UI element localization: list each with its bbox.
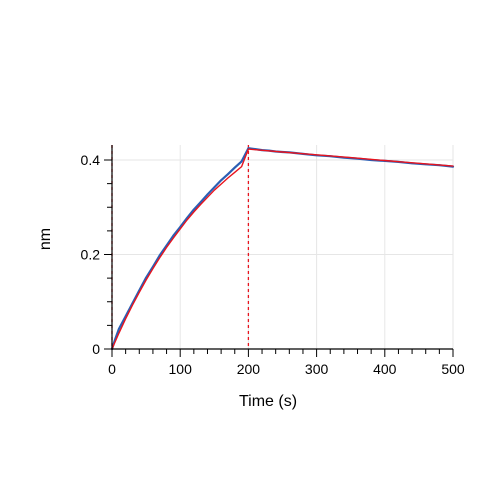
y-tick-label: 0 — [92, 341, 100, 357]
x-tick-label: 0 — [108, 361, 116, 377]
data-point — [172, 234, 175, 237]
data-point — [220, 179, 223, 182]
x-tick-label: 300 — [305, 361, 329, 377]
x-tick-label: 400 — [373, 361, 397, 377]
x-tick-label: 100 — [169, 361, 193, 377]
y-axis-label: nm — [37, 228, 54, 250]
measured-curve — [110, 147, 455, 351]
axis-labels: Time (s) nm — [37, 228, 297, 410]
grid-lines — [112, 145, 454, 349]
x-axis-label: Time (s) — [239, 393, 297, 410]
data-point — [117, 328, 120, 331]
x-tick-label: 200 — [237, 361, 261, 377]
x-tick-label: 500 — [441, 361, 465, 377]
data-point — [192, 208, 195, 211]
data-point — [206, 193, 209, 196]
data-point — [199, 201, 202, 203]
data-point — [240, 160, 243, 163]
y-tick-label: 0.4 — [81, 152, 101, 168]
fit-curve — [111, 148, 454, 350]
axes: 0 100 200 300 400 500 0 0.2 0.4 — [81, 145, 465, 377]
data-point — [227, 173, 229, 176]
y-tick-label: 0.2 — [81, 247, 101, 263]
data-series — [110, 147, 455, 351]
data-point — [213, 186, 216, 189]
data-point — [233, 166, 236, 169]
